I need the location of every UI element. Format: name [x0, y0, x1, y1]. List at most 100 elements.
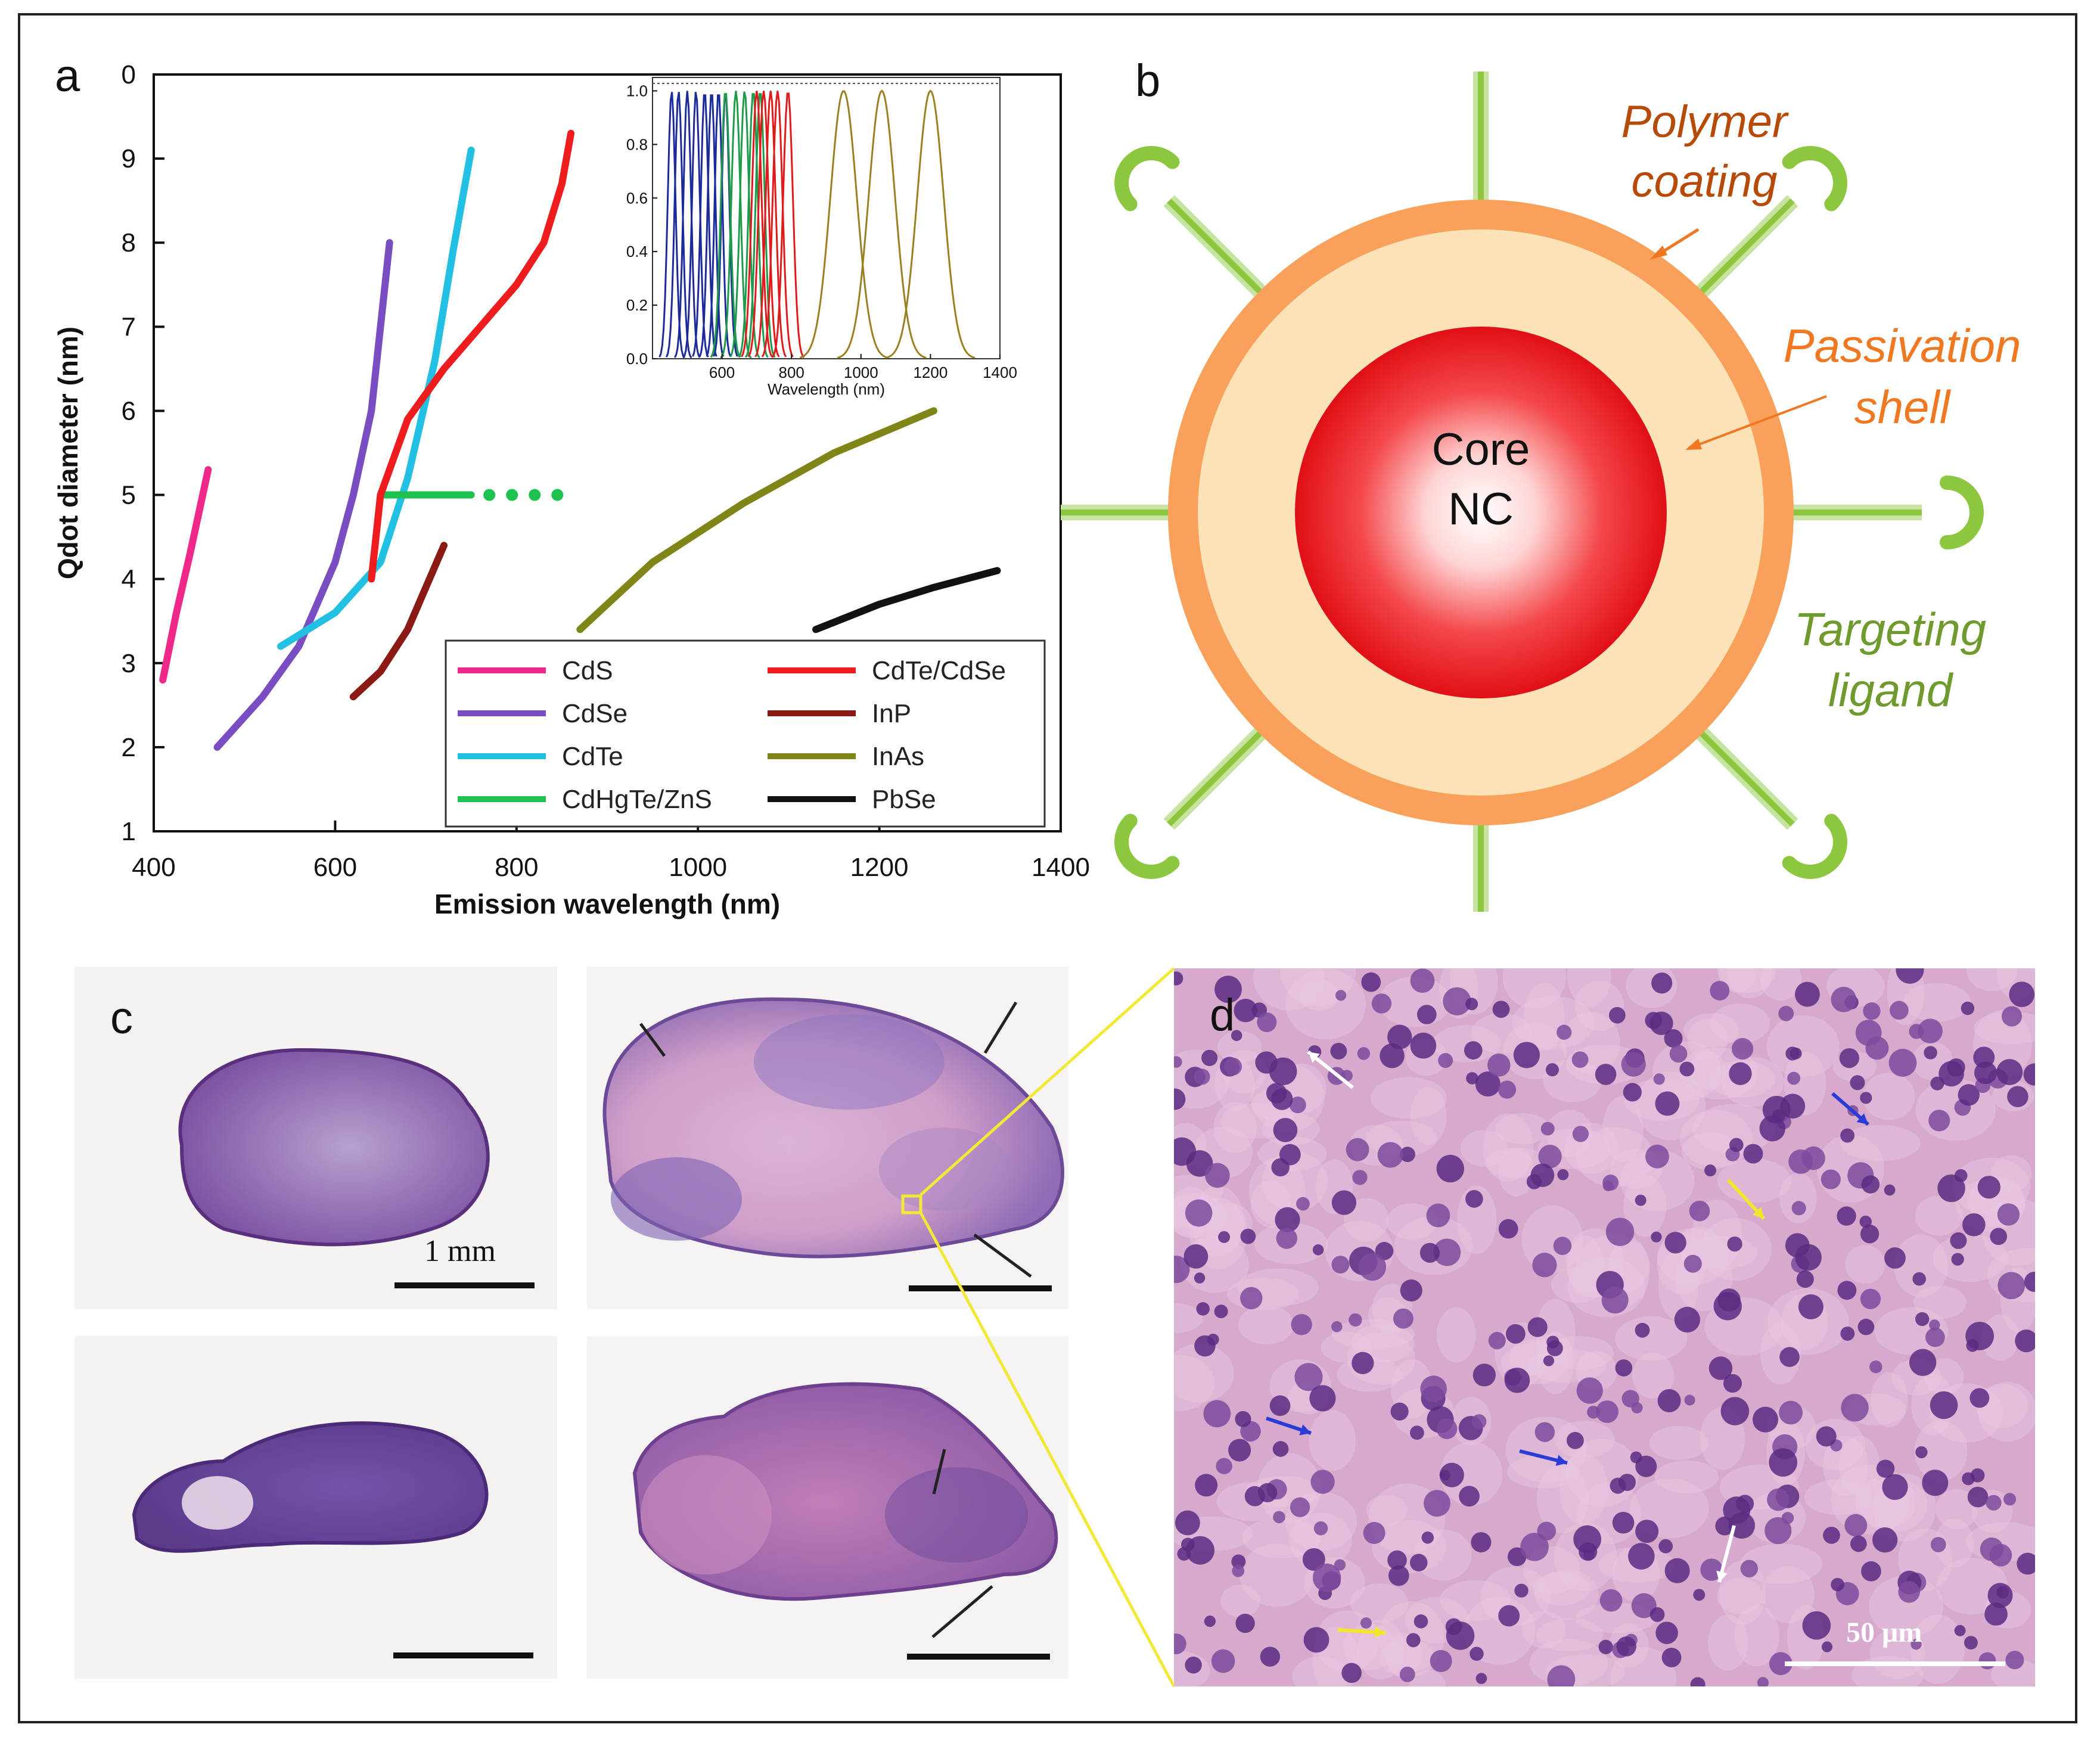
panel-label-b: b: [1135, 55, 1161, 106]
inset-y-tick: 0.4: [626, 243, 648, 260]
y-tick-label: 2: [122, 733, 136, 762]
scale-bar: [393, 1652, 533, 1658]
polymer-label-2: coating: [1631, 156, 1777, 207]
series-inp: [349, 542, 448, 701]
y-tick-label: 5: [122, 481, 136, 510]
legend-label: CdTe/CdSe: [872, 656, 1006, 685]
qdot-structure-diagram: Core NC Polymer coating Passivation shel…: [1061, 72, 2021, 912]
legend-label: CdSe: [562, 699, 627, 728]
x-tick-label: 600: [313, 853, 357, 882]
core-nc: [1295, 327, 1667, 698]
legend-label: PbSe: [872, 785, 936, 814]
panel-label-d: d: [1210, 990, 1235, 1040]
legend-label: CdS: [562, 656, 613, 685]
spectrum-peak: [658, 92, 685, 359]
scale-bar: [909, 1285, 1052, 1291]
dotted-point: [551, 489, 564, 501]
inset-x-tick: 800: [779, 364, 804, 381]
x-tick-label: 400: [132, 853, 175, 882]
legend-label: InP: [872, 699, 911, 728]
ligand: [1779, 476, 1984, 549]
x-tick-label: 1400: [1032, 853, 1090, 882]
micrograph: [1174, 968, 2035, 1686]
tissue-section-3: [74, 1336, 557, 1679]
spectrum-peak: [754, 91, 787, 358]
qdot-size-chart: 400 600 800 1000 1200 1400 1 2 3 4 5 6 7 8 9 0 Emission …: [52, 60, 1090, 919]
spectrum-peak: [761, 91, 794, 358]
legend-label: InAs: [872, 742, 924, 771]
dotted-point: [506, 489, 518, 501]
y-tick-label: 0: [122, 60, 136, 89]
inset-y-tick: 0.2: [626, 296, 648, 314]
x-axis-label: Emission wavelength (nm): [434, 889, 780, 919]
tissue-section-4: [587, 1336, 1068, 1679]
inset-y-tick: 1.0: [626, 82, 648, 100]
ligand: [1686, 717, 1847, 879]
inset-x-tick: 600: [709, 364, 735, 381]
tissue-section-1: [74, 967, 557, 1309]
inset-x-tick: 1000: [844, 364, 878, 381]
tissue-section-2: [587, 967, 1068, 1309]
y-axis-label: Qdot diameter (nm): [52, 327, 83, 579]
y-tick-label: 3: [122, 649, 136, 678]
series-cdte: [277, 147, 475, 650]
inset-x-tick: 1400: [983, 364, 1017, 381]
inset-y-tick: 0.0: [626, 350, 648, 368]
y-tick-label: 7: [122, 312, 136, 341]
ligand: [1061, 505, 1183, 520]
spectrum-peak: [698, 94, 725, 357]
targeting-ligands: [1061, 72, 1984, 912]
y-tick-label: 8: [122, 228, 136, 257]
shell-label-2: shell: [1854, 381, 1952, 433]
inset-y-tick: 0.8: [626, 135, 648, 153]
ligand: [1114, 717, 1276, 879]
scale-bar: [1785, 1661, 2005, 1666]
core-label-nc: NC: [1448, 484, 1514, 535]
inset-spectrum: 0.0 0.2 0.4 0.6 0.8 1.0 600 800 1000 1200 1400 Wave…: [626, 77, 1017, 398]
shell-label: Passivation: [1784, 319, 2021, 372]
y-tick-label: 6: [122, 396, 136, 425]
inset-x-tick: 1200: [913, 364, 948, 381]
ligand: [1686, 146, 1847, 307]
y-tick-label: 9: [122, 144, 136, 173]
y-tick-label: 1: [122, 817, 136, 846]
ligand-label-2: ligand: [1828, 664, 1954, 716]
shell-arrow-head: [1685, 439, 1702, 450]
scale-bar-label: 1 mm: [424, 1234, 496, 1268]
inset-x-label: Wavelength (nm): [768, 380, 885, 398]
plot-frame: [153, 73, 1062, 832]
polymer-arrow-head: [1649, 246, 1667, 260]
legend-label: CdTe: [562, 742, 623, 771]
spectrum-peak: [692, 94, 717, 357]
series-cdte-cdse: [368, 129, 575, 583]
spectrum-peak: [747, 91, 780, 358]
series-cds: [159, 466, 212, 684]
ligand-label: Targeting: [1794, 603, 1986, 656]
spectrum-peak: [837, 89, 927, 359]
spectrum-peak: [771, 92, 805, 358]
core-label: Core: [1432, 424, 1530, 475]
scale-bar: [394, 1282, 535, 1288]
spectrum-peak: [744, 93, 776, 358]
polymer-label: Polymer: [1621, 97, 1789, 147]
ligand: [1114, 146, 1276, 307]
spectrum-peak: [729, 91, 760, 359]
y-tick-label: 4: [122, 565, 136, 594]
legend-label: CdHgTe/ZnS: [562, 785, 712, 814]
spectrum-peak: [738, 93, 769, 358]
x-tick-label: 1200: [850, 853, 909, 882]
dotted-point: [483, 489, 496, 501]
series-cdse: [213, 239, 393, 751]
shell-arrow: [1692, 395, 1827, 448]
inset-y-tick: 0.6: [626, 189, 648, 207]
scale-bar: [907, 1654, 1050, 1660]
dotted-point: [529, 489, 541, 501]
ligand: [1473, 810, 1489, 912]
x-tick-label: 800: [495, 853, 538, 882]
ligand: [1473, 72, 1489, 215]
spectrum-peak: [799, 90, 888, 359]
x-tick-label: 1000: [669, 853, 727, 882]
panel-label-c: c: [110, 993, 133, 1043]
scale-bar-label: 50 μm: [1846, 1617, 1922, 1648]
